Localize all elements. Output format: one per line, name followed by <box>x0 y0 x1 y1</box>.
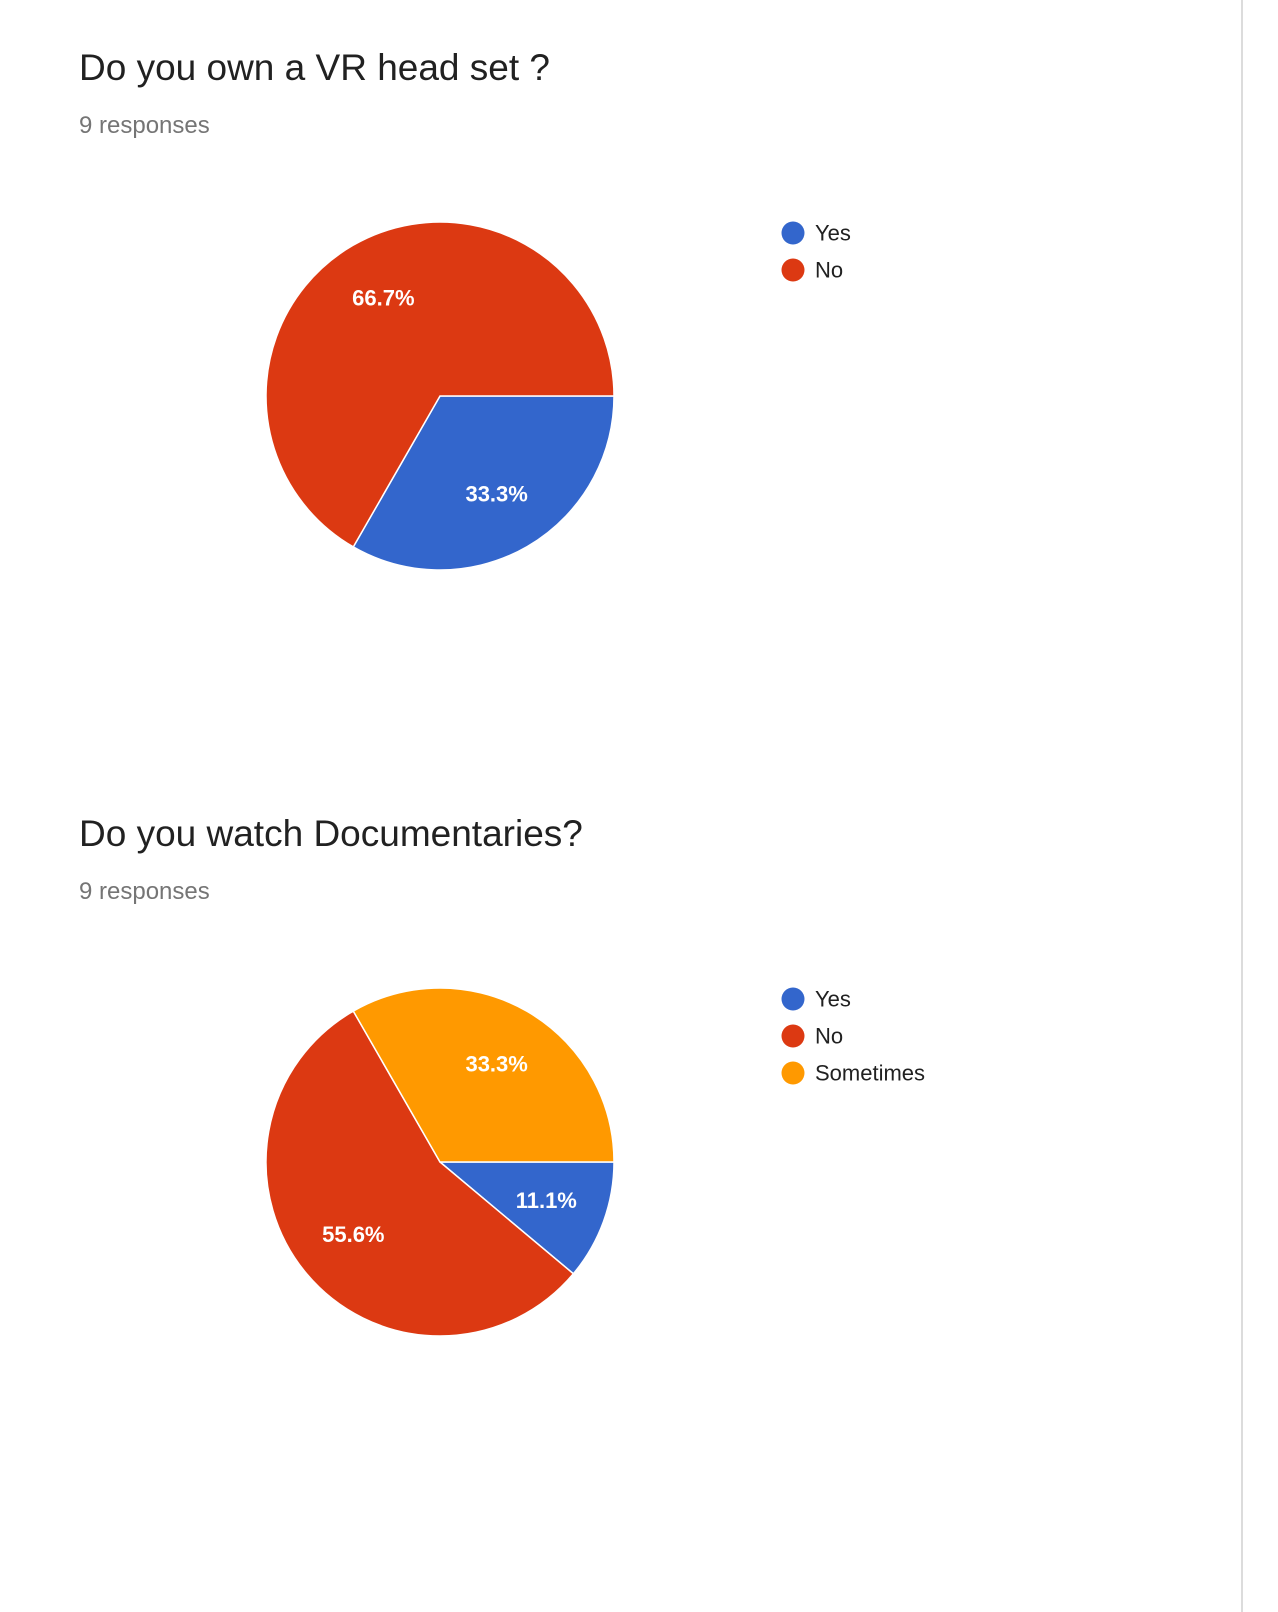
slice-percent-label-sometimes: 33.3% <box>465 1052 527 1077</box>
legend-label-yes: Yes <box>815 221 851 246</box>
slice-percent-label-no: 66.7% <box>352 286 414 311</box>
question-card-documentaries: Do you watch Documentaries? 9 responses … <box>0 766 1240 1612</box>
question-card-vr-headset: Do you own a VR head set ? 9 responses 3… <box>0 0 1240 766</box>
pie-slice-sometimes[interactable] <box>352 987 615 1163</box>
legend-swatch-sometimes <box>781 1061 805 1085</box>
slice-percent-label-yes: 11.1% <box>516 1188 577 1213</box>
chart-legend: Yes No Sometimes <box>781 987 926 1086</box>
response-count: 9 responses <box>79 878 210 905</box>
legend-item-no[interactable]: No <box>781 1024 844 1049</box>
chart-legend: Yes No <box>781 221 851 283</box>
legend-swatch-no <box>781 258 805 282</box>
pie-slice-labels: 33.3% 66.7% <box>352 286 528 507</box>
legend-swatch-no <box>781 1024 805 1048</box>
legend-label-no: No <box>815 258 843 283</box>
legend-label-no: No <box>815 1024 843 1049</box>
pie-slices <box>265 221 615 571</box>
legend-item-yes[interactable]: Yes <box>781 221 851 246</box>
legend-item-no[interactable]: No <box>781 258 844 283</box>
response-count: 9 responses <box>79 112 210 139</box>
slice-percent-label-no: 55.6% <box>322 1222 384 1247</box>
page-right-border <box>1241 0 1243 1612</box>
pie-slices <box>265 987 615 1337</box>
pie-chart-documentaries: 11.1% 55.6% 33.3% Yes No Sometimes <box>265 987 926 1337</box>
pie-slice-yes[interactable] <box>437 1161 615 1275</box>
legend-item-sometimes[interactable]: Sometimes <box>781 1061 926 1086</box>
pie-slice-labels: 11.1% 55.6% 33.3% <box>322 1052 577 1248</box>
legend-label-yes: Yes <box>815 987 851 1012</box>
legend-label-sometimes: Sometimes <box>815 1061 925 1086</box>
slice-percent-label-yes: 33.3% <box>465 481 527 506</box>
pie-slice-no[interactable] <box>265 221 615 548</box>
question-title: Do you watch Documentaries? <box>79 813 583 854</box>
pie-chart-vr-headset: 33.3% 66.7% Yes No <box>265 221 851 571</box>
legend-item-yes[interactable]: Yes <box>781 987 851 1012</box>
legend-swatch-yes <box>781 221 805 245</box>
question-title: Do you own a VR head set ? <box>79 47 551 88</box>
pie-slice-yes[interactable] <box>352 395 615 571</box>
legend-swatch-yes <box>781 987 805 1011</box>
pie-slice-no[interactable] <box>265 1010 575 1337</box>
